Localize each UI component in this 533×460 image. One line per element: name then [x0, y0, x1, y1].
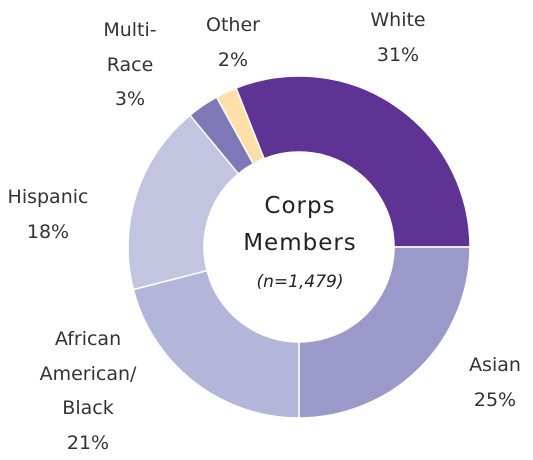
donut-segment — [133, 271, 299, 418]
value-label: 21% — [40, 426, 137, 460]
category-label: White — [370, 3, 425, 38]
value-label: 2% — [206, 43, 260, 78]
value-label: 25% — [469, 383, 521, 418]
chart-subtitle: (n=1,479) — [257, 272, 344, 292]
value-label: 18% — [8, 215, 89, 250]
value-label: 3% — [103, 82, 156, 117]
category-label: Asian — [469, 348, 521, 383]
category-label: Other — [206, 8, 260, 43]
category-label: African American/ Black — [40, 322, 137, 426]
chart-title: Corps Members — [243, 188, 357, 262]
category-label: Hispanic — [8, 180, 89, 215]
value-label: 31% — [370, 38, 425, 73]
category-label: Multi- Race — [103, 13, 156, 82]
